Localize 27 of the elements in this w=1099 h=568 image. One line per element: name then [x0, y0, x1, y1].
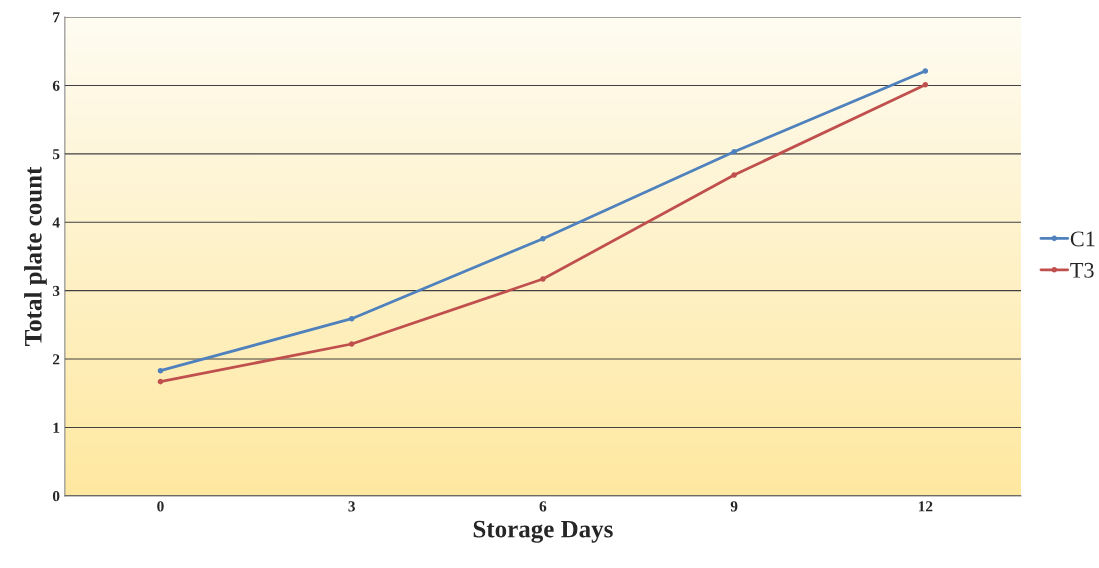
point	[157, 367, 164, 374]
x-tick-label: 9	[730, 501, 738, 512]
y-tick-label: 5	[52, 149, 60, 160]
y-axis-title: Total plate count	[24, 166, 47, 346]
y-tick-label: 1	[53, 422, 60, 433]
y-tick-label: 0	[52, 491, 60, 502]
point	[922, 68, 929, 74]
point	[540, 276, 546, 282]
legend-label: C1	[1070, 231, 1095, 247]
x-tick-label: 3	[348, 501, 355, 512]
x-tick-label: 0	[157, 501, 164, 512]
point	[348, 315, 355, 322]
x-tick-label: 6	[539, 501, 547, 512]
point	[922, 81, 929, 88]
legend-label: T3	[1070, 262, 1094, 278]
y-tick-label: 2	[52, 354, 60, 365]
point	[731, 172, 737, 178]
point	[157, 378, 164, 385]
y-tick-label: 4	[52, 217, 60, 228]
point	[540, 235, 546, 242]
x-tick-label: 12	[918, 501, 933, 512]
point	[731, 149, 737, 155]
y-tick-label: 7	[53, 12, 60, 23]
y-tick-label: 3	[52, 285, 60, 297]
point	[348, 341, 355, 347]
y-tick-label: 6	[52, 80, 60, 91]
x-axis-title: Storage Days	[473, 520, 613, 543]
